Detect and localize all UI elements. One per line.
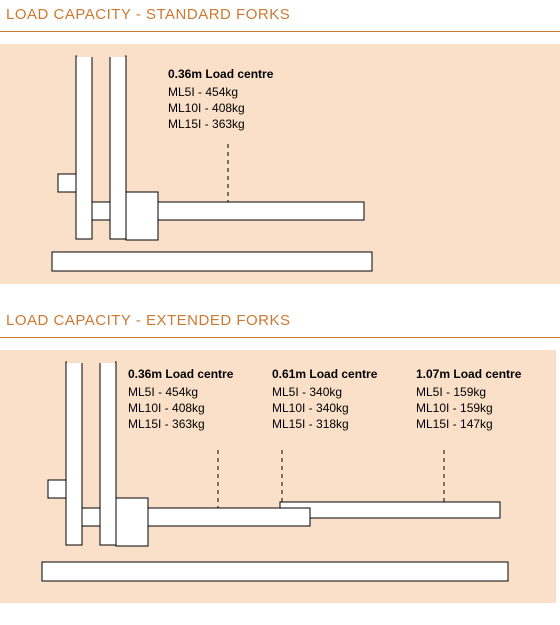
svg-text:ML10I - 408kg: ML10I - 408kg: [128, 401, 205, 415]
panel-standard: 0.36m Load centre ML5I - 454kg ML10I - 408…: [0, 44, 560, 284]
svg-text:0.61m Load centre: 0.61m Load centre: [272, 367, 378, 381]
svg-text:ML15I - 147kg: ML15I - 147kg: [416, 417, 493, 431]
svg-text:1.07m Load centre: 1.07m Load centre: [416, 367, 522, 381]
svg-text:ML15I - 363kg: ML15I - 363kg: [128, 417, 205, 431]
svg-text:ML10I - 408kg: ML10I - 408kg: [168, 101, 245, 115]
svg-text:ML10I - 340kg: ML10I - 340kg: [272, 401, 349, 415]
svg-text:ML15I - 363kg: ML15I - 363kg: [168, 117, 245, 131]
svg-text:0.36m Load centre: 0.36m Load centre: [168, 67, 274, 81]
section-title-standard: LOAD CAPACITY - STANDARD FORKS: [0, 0, 560, 31]
divider: [0, 31, 560, 32]
svg-text:ML5I - 454kg: ML5I - 454kg: [128, 385, 198, 399]
divider: [0, 337, 560, 338]
svg-text:ML5I - 159kg: ML5I - 159kg: [416, 385, 486, 399]
svg-text:ML5I - 454kg: ML5I - 454kg: [168, 85, 238, 99]
panel-extended: 0.36m Load centre ML5I - 454kg ML10I - 408…: [0, 350, 556, 603]
svg-text:ML15I - 318kg: ML15I - 318kg: [272, 417, 349, 431]
svg-text:ML10I - 159kg: ML10I - 159kg: [416, 401, 493, 415]
section-title-extended: LOAD CAPACITY - EXTENDED FORKS: [0, 306, 560, 337]
svg-text:ML5I - 340kg: ML5I - 340kg: [272, 385, 342, 399]
svg-text:0.36m Load centre: 0.36m Load centre: [128, 367, 234, 381]
